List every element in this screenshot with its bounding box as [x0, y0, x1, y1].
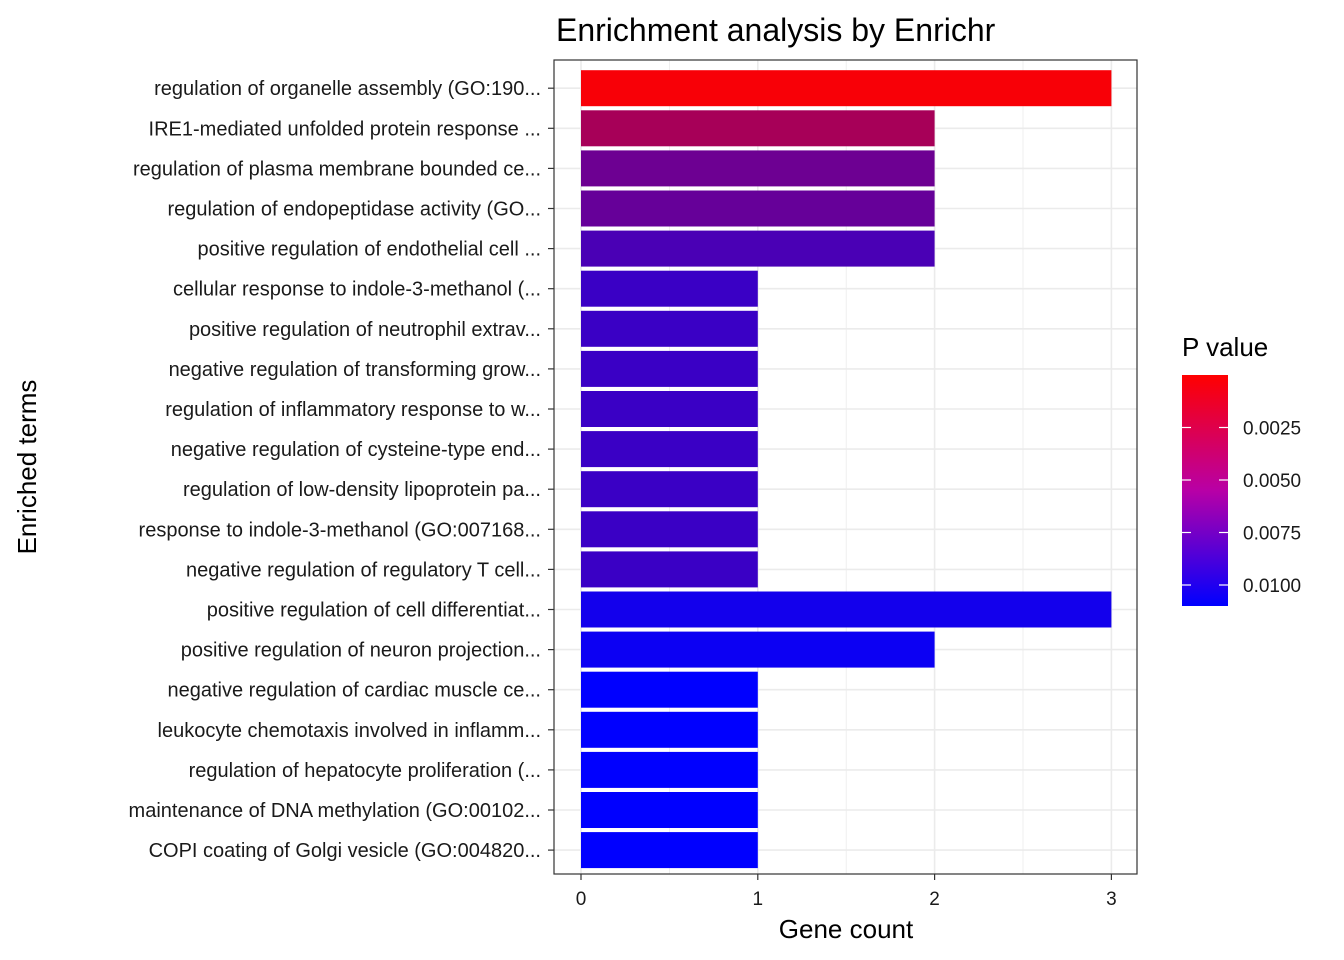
bar: [581, 110, 935, 147]
y-tick-label: regulation of hepatocyte proliferation (…: [189, 760, 541, 782]
legend-title: P value: [1182, 332, 1268, 362]
legend-colorbar: [1182, 375, 1228, 606]
y-tick-label: regulation of low-density lipoprotein pa…: [183, 479, 541, 501]
bar: [581, 792, 758, 828]
y-tick-label: negative regulation of regulatory T cell…: [186, 559, 541, 581]
bar: [581, 431, 758, 468]
bar: [581, 150, 935, 187]
y-tick-label: negative regulation of transforming grow…: [169, 359, 541, 381]
y-tick-label: positive regulation of endothelial cell …: [197, 239, 541, 261]
x-tick-label: 3: [1106, 889, 1117, 910]
x-axis-ticks: 0 1 2 3: [576, 874, 1117, 910]
y-tick-label: regulation of plasma membrane bounded ce…: [133, 158, 541, 180]
bar: [581, 511, 758, 548]
y-tick-label: positive regulation of cell differentiat…: [207, 600, 541, 622]
y-tick-label: negative regulation of cardiac muscle ce…: [167, 680, 541, 702]
y-tick-label: response to indole-3-methanol (GO:007168…: [139, 519, 541, 541]
bar: [581, 270, 758, 307]
legend-tick-label: 0.0100: [1243, 576, 1301, 597]
y-tick-label: maintenance of DNA methylation (GO:00102…: [129, 800, 541, 822]
y-tick-label: COPI coating of Golgi vesicle (GO:004820…: [149, 840, 541, 862]
y-axis-title: Enriched terms: [12, 380, 42, 555]
chart-title: Enrichment analysis by Enrichr: [556, 12, 996, 48]
x-tick-label: 0: [576, 889, 587, 910]
bar: [581, 671, 758, 708]
y-tick-label: regulation of inflammatory response to w…: [165, 399, 541, 421]
bar: [581, 751, 758, 788]
legend: P value 0.0025 0.0050 0.0075 0.0100: [1182, 332, 1301, 606]
bar: [581, 350, 758, 387]
panel-border: [553, 59, 1138, 875]
y-tick-label: cellular response to indole-3-methanol (…: [173, 279, 541, 301]
y-tick-label: regulation of organelle assembly (GO:190…: [154, 78, 541, 100]
y-tick-label: positive regulation of neuron projection…: [181, 640, 541, 662]
legend-tick-label: 0.0075: [1243, 524, 1301, 545]
bar: [581, 391, 758, 427]
x-tick-label: 2: [929, 889, 940, 910]
y-axis-ticks: regulation of organelle assembly (GO:190…: [129, 78, 554, 862]
bars-layer: [581, 70, 1112, 869]
bar: [581, 591, 1112, 628]
bar: [581, 832, 758, 869]
bar: [581, 310, 758, 347]
legend-tick-label: 0.0025: [1243, 419, 1301, 440]
bar: [581, 471, 758, 508]
y-tick-label: IRE1-mediated unfolded protein response …: [149, 118, 541, 140]
y-tick-label: positive regulation of neutrophil extrav…: [189, 319, 541, 341]
bar: [581, 190, 935, 227]
y-tick-label: regulation of endopeptidase activity (GO…: [167, 199, 541, 221]
legend-tick-label: 0.0050: [1243, 471, 1301, 492]
y-tick-label: leukocyte chemotaxis involved in inflamm…: [158, 720, 542, 742]
x-tick-label: 1: [753, 889, 764, 910]
y-tick-label: negative regulation of cysteine-type end…: [171, 439, 541, 461]
x-axis-title: Gene count: [779, 914, 914, 944]
legend-ticks: 0.0025 0.0050 0.0075 0.0100: [1182, 419, 1301, 597]
bar: [581, 230, 935, 267]
bar: [581, 631, 935, 668]
bar: [581, 551, 758, 588]
bar: [581, 711, 758, 748]
bar: [581, 70, 1112, 107]
